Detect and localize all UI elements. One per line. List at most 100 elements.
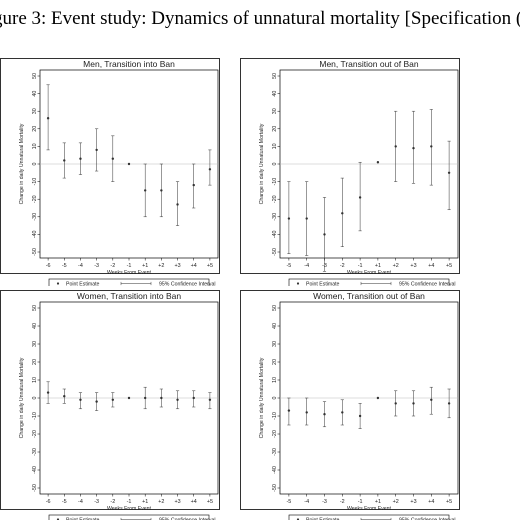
y-tick-label: -50 [32,248,38,256]
x-tick-label: +4 [428,263,434,269]
x-tick-label: +1 [375,263,381,269]
y-tick-label: -10 [272,412,278,420]
y-tick-label: 50 [272,73,278,79]
y-tick-label: 10 [32,377,38,383]
point-estimate [341,411,344,414]
y-tick-label: -50 [32,484,38,492]
x-tick-label: +5 [446,263,452,269]
point-estimate [143,189,147,192]
x-tick-label: +4 [428,499,434,505]
point-estimate [111,157,115,160]
point-estimate [323,233,326,236]
point-estimate [412,146,415,150]
point-estimate [394,402,397,405]
point-estimate [430,398,433,401]
y-tick-label: 40 [32,323,38,329]
point-estimate [305,217,308,220]
y-tick-label: 50 [32,305,38,311]
y-tick-label: -10 [32,412,38,420]
point-estimate [192,183,195,187]
y-tick-label: 10 [32,143,38,149]
y-tick-label: -10 [272,178,278,186]
x-tick-label: -3 [322,499,327,505]
point-estimate [376,396,380,400]
point-estimate [160,189,163,192]
point-estimate [63,395,66,398]
y-tick-label: 30 [272,341,278,347]
x-tick-label: -2 [110,263,115,269]
x-tick-label: -6 [46,499,51,505]
x-axis-label: Weeks From Event [107,270,152,276]
chart-panel-women-into-ban: Women, Transition into Ban 50 40 30 20 10 0 -10… [0,290,220,520]
x-tick-label: -5 [62,263,67,269]
y-tick-label: 40 [272,323,278,329]
x-tick-label: +5 [207,263,213,269]
point-estimate [111,398,115,401]
panel-title: Women, Transition into Ban [77,291,182,301]
x-tick-label: -5 [62,499,67,505]
point-estimate [95,400,98,403]
x-tick-label: -4 [78,263,83,269]
x-tick-label: -1 [358,263,363,269]
x-tick-label: +3 [174,263,180,269]
y-tick-label: -20 [272,430,278,438]
x-tick-label: +1 [375,499,381,505]
legend-point-label: Point Estimate [306,281,340,286]
x-axis-label: Weeks From Event [347,506,392,512]
x-axis-label: Weeks From Event [107,506,152,512]
point-estimate [46,117,50,120]
x-tick-label: +3 [410,263,416,269]
y-tick-label: 20 [272,359,278,365]
figure-title: gure 3: Event study: Dynamics of unnatur… [0,8,520,29]
y-tick-label: -20 [32,430,38,438]
panel-title: Men, Transition into Ban [83,59,175,69]
y-tick-label: 0 [32,163,38,166]
legend-ci-label: 95% Confidence Interval [399,517,456,520]
legend-box [48,278,210,286]
x-tick-label: +2 [158,499,164,505]
point-estimate [447,171,451,174]
legend-ci-label: 95% Confidence Interval [159,517,216,520]
point-estimate [358,414,362,418]
y-tick-label: 0 [272,163,278,166]
y-tick-label: -40 [32,466,38,474]
x-tick-label: -1 [127,499,132,505]
y-tick-label: 30 [32,341,38,347]
point-estimate [127,162,131,166]
legend-point-marker [56,282,60,285]
x-tick-label: -5 [287,499,292,505]
y-tick-label: -30 [272,213,278,221]
point-estimate [376,161,380,164]
y-tick-label: -20 [32,195,38,203]
y-tick-label: 0 [272,397,278,400]
legend-ci-label: 95% Confidence Interval [159,281,216,286]
x-tick-label: -4 [78,499,83,505]
point-estimate [192,396,195,400]
y-tick-label: 20 [272,126,278,132]
y-axis-label: Change in daily Unnatural Mortality [19,357,25,438]
x-tick-label: -4 [304,499,309,505]
legend-point-label: Point Estimate [306,517,340,520]
point-estimate [412,402,415,405]
y-tick-label: 30 [272,108,278,114]
x-tick-label: +1 [142,499,148,505]
y-axis-label: Change in daily Unnatural Mortality [259,357,265,438]
point-estimate [323,413,326,416]
point-estimate [208,398,212,401]
y-tick-label: 40 [32,91,38,97]
y-tick-label: 40 [272,91,278,97]
x-tick-label: +2 [158,263,164,269]
x-tick-label: +5 [446,499,452,505]
point-estimate [79,398,82,401]
y-tick-label: 30 [32,108,38,114]
point-estimate [208,168,212,171]
point-estimate [127,396,131,400]
point-estimate [287,409,291,412]
x-tick-label: -1 [358,499,363,505]
x-tick-label: +1 [142,263,148,269]
y-tick-label: 10 [272,143,278,149]
y-tick-label: -50 [272,484,278,492]
y-tick-label: -30 [272,448,278,456]
y-tick-label: 10 [272,377,278,383]
y-tick-label: 0 [32,397,38,400]
